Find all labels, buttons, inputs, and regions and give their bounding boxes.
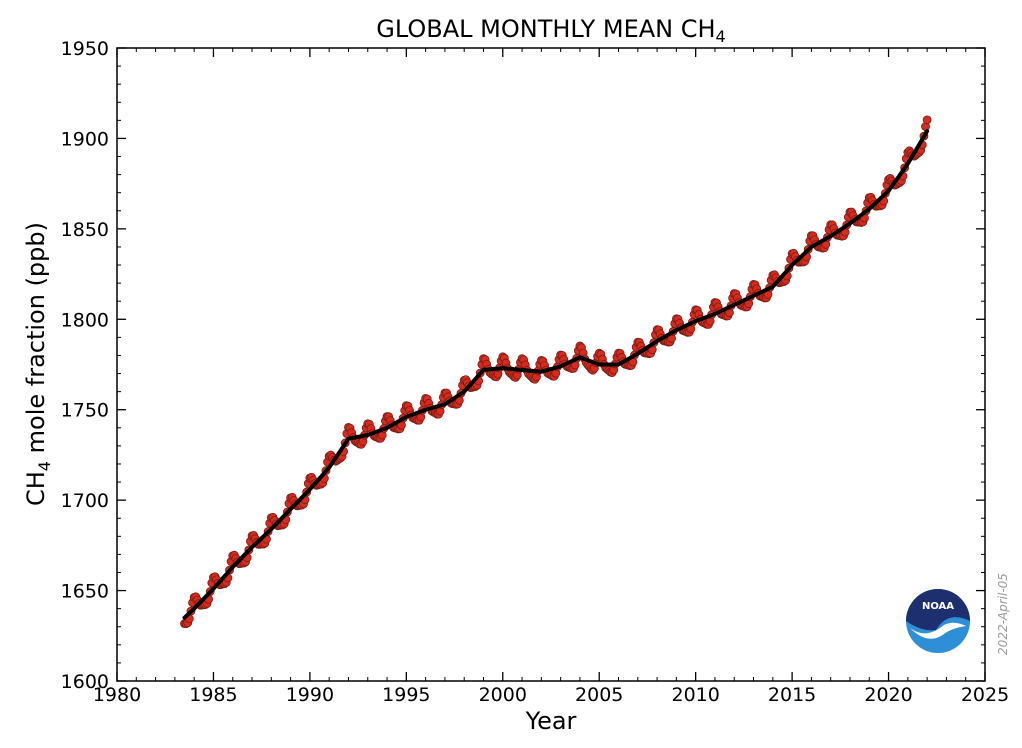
y-tick-label: 1600 — [61, 671, 109, 693]
y-tick-label: 1800 — [61, 309, 109, 331]
x-tick-label: 1995 — [382, 684, 430, 706]
x-tick-label: 2000 — [479, 684, 527, 706]
x-tick-label: 2010 — [671, 684, 719, 706]
x-tick-label: 2015 — [768, 684, 816, 706]
y-tick-label: 1900 — [61, 128, 109, 150]
y-tick-label: 1850 — [61, 219, 109, 241]
x-tick-label: 1985 — [189, 684, 237, 706]
x-tick-label: 2005 — [575, 684, 623, 706]
svg-text:NOAA: NOAA — [922, 601, 954, 612]
axis-ticks: 1980 1985 1990 1995 2000 2005 2010 2015 2020 2025… — [61, 38, 1010, 706]
x-tick-label: 1990 — [286, 684, 334, 706]
x-tick-label: 2025 — [961, 684, 1009, 706]
noaa-logo: NOAA — [906, 589, 970, 653]
y-axis-label: CH4 mole fraction (ppb) — [22, 222, 54, 506]
y-tick-label: 1750 — [61, 400, 109, 422]
x-tick-label: 1980 — [93, 684, 141, 706]
plot-area — [116, 47, 986, 682]
monthly-mean-point — [922, 115, 932, 125]
date-stamp: 2022-April-05 — [996, 573, 1010, 655]
chart-title: GLOBAL MONTHLY MEAN CH4 — [376, 15, 725, 46]
y-tick-label: 1650 — [61, 581, 109, 603]
x-tick-label: 2020 — [864, 684, 912, 706]
y-tick-label: 1700 — [61, 490, 109, 512]
y-tick-label: 1950 — [61, 38, 109, 60]
trend-line — [182, 129, 930, 620]
x-axis-label: Year — [525, 707, 577, 735]
